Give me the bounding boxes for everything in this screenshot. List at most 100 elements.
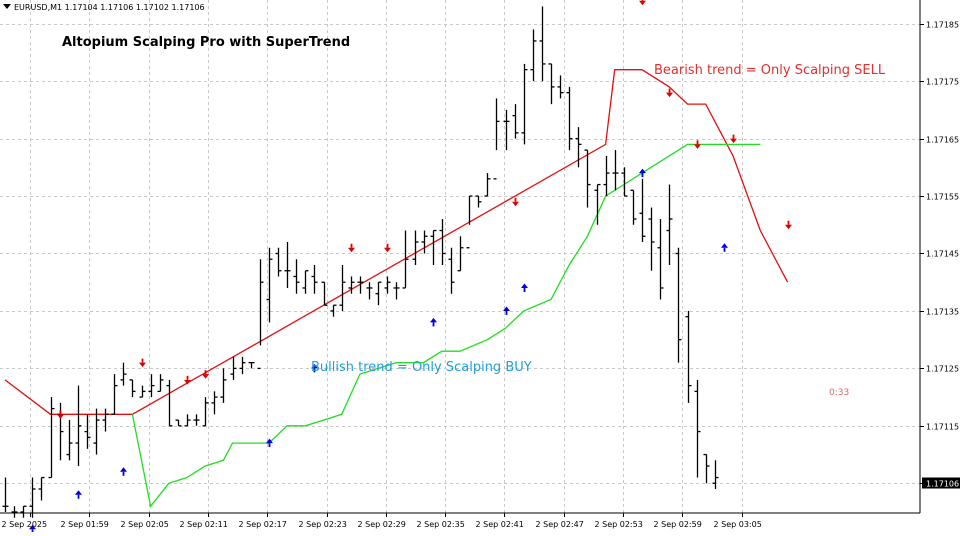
y-tick-label: 1.17165: [926, 136, 959, 145]
ohlc-bar: [293, 259, 300, 294]
ohlc-bar: [548, 63, 555, 105]
sell-arrow-icon-head: [512, 201, 519, 207]
y-tick-label: 1.17115: [926, 423, 959, 432]
sell-arrow-icon: [57, 410, 64, 419]
ohlc-bar: [639, 178, 646, 243]
ohlc-bar: [512, 104, 519, 139]
ohlc-bar: [275, 247, 282, 277]
x-tick-label: 2 Sep 02:23: [299, 520, 347, 529]
ohlc-bar: [575, 127, 582, 168]
ohlc-bar: [384, 276, 391, 294]
x-tick-label: 2 Sep 02:53: [595, 520, 643, 529]
x-tick-label: 2 Sep 02:47: [536, 520, 584, 529]
ohlc-bar: [220, 368, 227, 403]
supertrend-bearish-line: [4, 69, 789, 415]
sell-arrow-icon-head: [666, 92, 673, 98]
ohlc-bar: [129, 379, 136, 398]
signal-arrow-layer: [29, 0, 792, 534]
x-tick-label: 2 Sep 02:05: [121, 520, 169, 529]
ohlc-bar: [266, 247, 273, 323]
x-tick-label: 2 Sep 02:41: [476, 520, 524, 529]
ohlc-bar: [139, 385, 146, 398]
ohlc-bar: [457, 236, 464, 272]
ohlc-bar: [566, 86, 573, 151]
ohlc-bar: [284, 242, 291, 288]
ohlc-bar: [248, 361, 255, 369]
ohlc-bar: [603, 155, 610, 197]
ohlc-bar: [421, 230, 428, 254]
x-tick-label: 2 Sep 02:59: [654, 520, 702, 529]
sell-arrow-icon: [639, 0, 646, 6]
y-tick-label: 1.17185: [926, 21, 959, 30]
sell-arrow-icon: [666, 88, 673, 98]
buy-arrow-icon-head: [29, 524, 36, 530]
sell-arrow-icon: [139, 358, 146, 368]
buy-arrow-icon: [503, 306, 510, 315]
ohlc-bar: [230, 356, 237, 380]
buy-arrow-icon-head: [430, 317, 437, 323]
ohlc-bar: [594, 183, 601, 225]
ohlc-bar: [339, 264, 346, 311]
sell-arrow-icon-head: [139, 362, 146, 368]
ohlc-bar: [439, 219, 446, 265]
ohlc-bar: [111, 374, 118, 415]
ohlc-bar: [202, 397, 209, 427]
ohlc-bar: [657, 219, 664, 300]
triangle-down-icon[interactable]: [3, 4, 11, 9]
sell-arrow-icon-head: [730, 138, 737, 144]
ohlc-bar: [621, 167, 628, 197]
ohlc-bar: [239, 356, 246, 375]
sell-arrow-icon-head: [694, 144, 701, 149]
sell-arrow-icon: [348, 243, 355, 253]
ohlc-bar: [448, 247, 455, 294]
symbol-header: EURUSD,M1 1.17104 1.17106 1.17102 1.1710…: [14, 3, 205, 12]
chart-title: Altopium Scalping Pro with SuperTrend: [62, 35, 350, 50]
x-tick-label: 2 Sep 2025: [2, 520, 48, 529]
ohlc-bar: [694, 379, 701, 478]
ohlc-bar: [348, 276, 355, 294]
ohlc-bar: [612, 150, 619, 191]
buy-arrow-icon-head: [266, 438, 273, 444]
ohlc-bar: [330, 304, 337, 317]
ohlc-bar: [193, 414, 200, 426]
ohlc-bar: [493, 98, 500, 180]
ohlc-bar: [211, 391, 218, 415]
time-axis: 2 Sep 2025 2 Sep 01:59 2 Sep 02:05 2 Sep 02…: [2, 513, 762, 529]
buy-arrow-icon: [266, 438, 273, 448]
y-tick-label: 1.17155: [926, 193, 959, 202]
x-tick-label: 2 Sep 01:59: [61, 520, 109, 529]
ohlc-bar: [357, 276, 364, 294]
ohlc-bar: [484, 173, 491, 197]
sell-arrow-icon: [785, 220, 792, 230]
sell-arrow-icon-head: [785, 224, 792, 230]
sell-arrow-icon: [694, 140, 701, 149]
ohlc-bar: [557, 75, 564, 99]
ohlc-bar: [184, 414, 191, 427]
ohlc-bar: [2, 477, 9, 512]
ohlc-bar: [311, 264, 318, 294]
grid-layer: [0, 0, 920, 513]
ohlc-bar: [66, 420, 73, 461]
ohlc-bar: [48, 397, 55, 479]
ohlc-bar: [84, 414, 91, 449]
ohlc-bar: [412, 230, 419, 265]
ohlc-bar: [366, 282, 373, 300]
ohlc-bar: [166, 379, 173, 427]
sell-arrow-icon: [202, 370, 209, 379]
sell-arrow-icon-head: [384, 247, 391, 253]
ohlc-bar: [20, 505, 27, 518]
y-tick-label: 1.17175: [926, 78, 959, 87]
buy-arrow-icon-head: [120, 467, 127, 472]
ohlc-bar: [530, 29, 537, 82]
ohlc-bar: [539, 6, 546, 82]
y-tick-label: 1.17135: [926, 308, 959, 317]
ohlc-bar: [75, 385, 82, 467]
buy-arrow-icon-head: [721, 243, 728, 248]
buy-arrow-icon-head: [639, 168, 646, 174]
y-tick-label: 1.17145: [926, 250, 959, 259]
ohlc-bar: [703, 453, 710, 484]
current-price-label: 1.17106: [926, 480, 959, 489]
